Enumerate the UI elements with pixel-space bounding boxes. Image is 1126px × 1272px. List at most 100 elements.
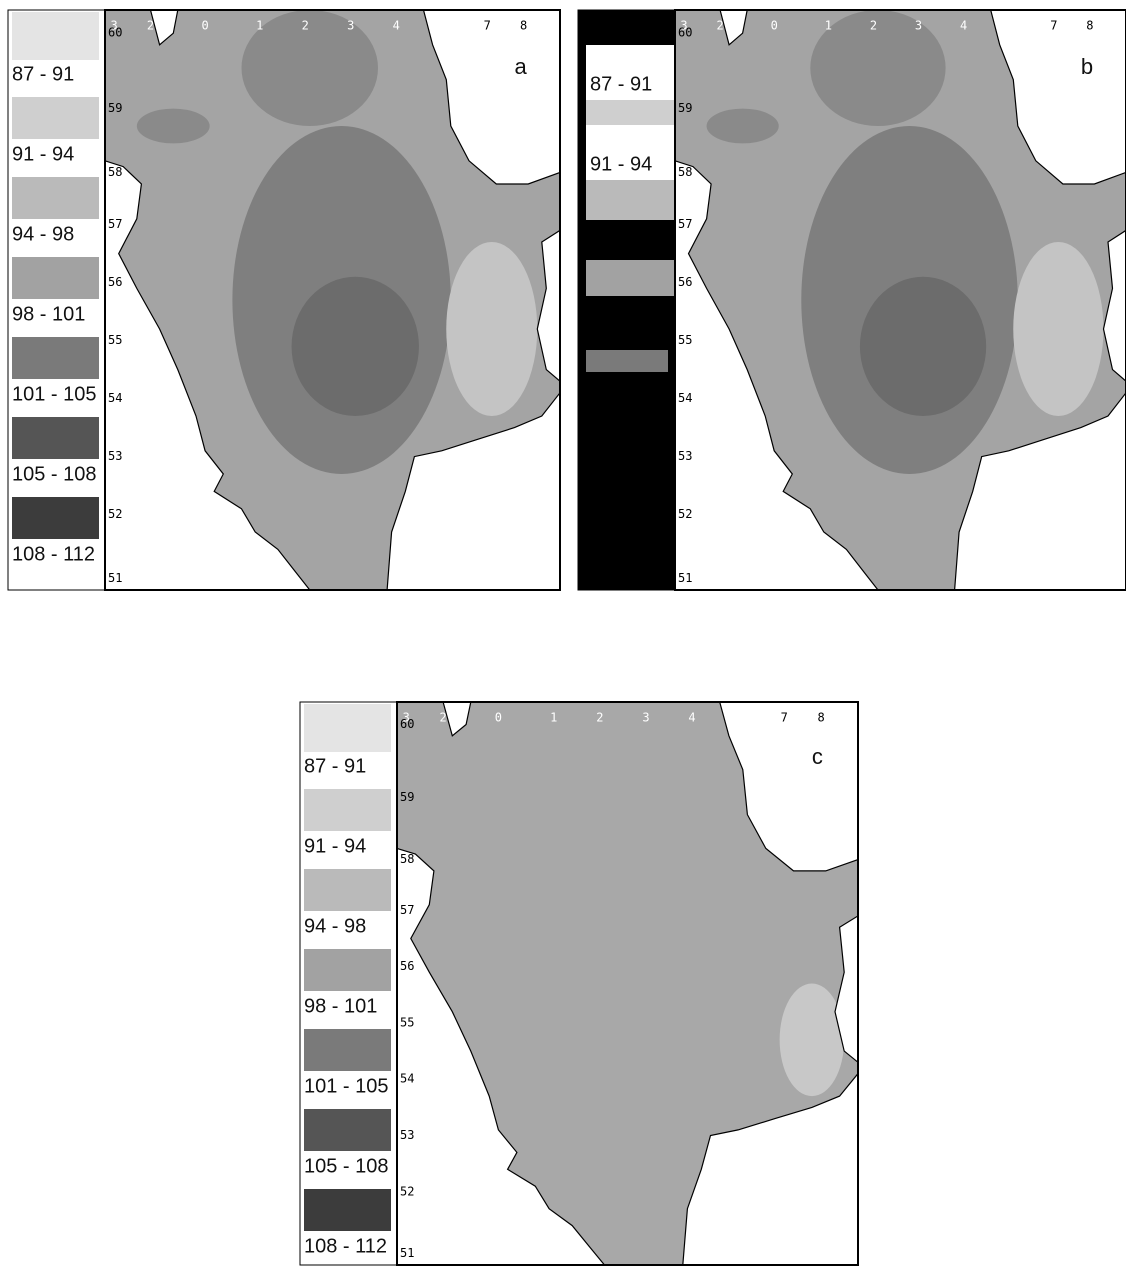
sea-shade [291, 276, 419, 416]
legend-label: 91 - 94 [304, 835, 366, 857]
sea-shade [779, 983, 845, 1097]
latitude-label: 51 [678, 571, 692, 585]
longitude-label: 2 [716, 19, 723, 33]
legend-label: 91 - 94 [590, 153, 652, 175]
longitude-label: 2 [870, 19, 877, 33]
longitude-label: 2 [439, 711, 446, 725]
longitude-label: 0 [771, 19, 778, 33]
longitude-label: 4 [688, 711, 695, 725]
legend-swatch [12, 417, 99, 459]
legend-swatch [12, 497, 99, 539]
latitude-label: 57 [678, 217, 692, 231]
legend-swatch [304, 789, 391, 831]
map-frame [396, 701, 859, 1266]
sea-shade [810, 10, 946, 126]
latitude-label: 56 [678, 275, 692, 289]
legend-label: 98 - 101 [304, 995, 377, 1017]
longitude-label: 3 [347, 19, 354, 33]
latitude-label: 55 [678, 333, 692, 347]
latitude-label: 58 [678, 165, 692, 179]
legend-swatch [304, 704, 391, 752]
latitude-label: 60 [400, 717, 414, 731]
latitude-label: 54 [108, 391, 122, 405]
latitude-label: 58 [108, 165, 122, 179]
legend-label: 87 - 91 [590, 73, 652, 95]
longitude-label: 1 [550, 711, 557, 725]
legend-label: 101 - 105 [304, 1075, 389, 1097]
longitude-label: 7 [484, 19, 491, 33]
longitude-label: 2 [596, 711, 603, 725]
legend-swatch [304, 1189, 391, 1231]
legend-label: 108 - 112 [12, 543, 95, 565]
legend-label: 101 - 105 [12, 383, 97, 405]
legend-swatch [12, 337, 99, 379]
longitude-label: 1 [256, 19, 263, 33]
legend-swatch [12, 177, 99, 219]
latitude-label: 56 [108, 275, 122, 289]
latitude-label: 51 [108, 571, 122, 585]
legend-label: 105 - 108 [12, 463, 97, 485]
longitude-label: 7 [781, 711, 788, 725]
longitude-label: 2 [147, 19, 154, 33]
legend-label: 98 - 101 [12, 303, 85, 325]
legend-swatch [304, 949, 391, 991]
longitude-label: 8 [1086, 19, 1093, 33]
latitude-label: 59 [108, 101, 122, 115]
latitude-label: 55 [108, 333, 122, 347]
longitude-label: 4 [393, 19, 400, 33]
longitude-label: 4 [960, 19, 967, 33]
longitude-label: 2 [302, 19, 309, 33]
latitude-label: 54 [400, 1072, 414, 1086]
legend-swatch [586, 260, 675, 296]
longitude-label: 3 [915, 19, 922, 33]
land [396, 847, 606, 1266]
latitude-label: 53 [108, 449, 122, 463]
latitude-label: 55 [400, 1015, 414, 1029]
map-panel: 87 - 91 91 - 94 3 2 0 1 2 3 4 7 8 60 59 58 57 56 55 54 53 5… [577, 9, 1126, 591]
latitude-label: 51 [400, 1246, 414, 1260]
panel-label: a [515, 54, 528, 79]
legend-swatch [12, 97, 99, 139]
longitude-label: 3 [680, 19, 687, 33]
longitude-label: 0 [495, 711, 502, 725]
sea-shade [706, 108, 779, 144]
land [989, 9, 1126, 185]
latitude-label: 60 [108, 26, 122, 40]
legend-swatch [12, 12, 99, 60]
legend-label: 94 - 98 [12, 223, 74, 245]
latitude-label: 57 [108, 217, 122, 231]
sea-shade [241, 10, 378, 126]
latitude-label: 59 [400, 790, 414, 804]
land [1102, 229, 1126, 382]
latitude-label: 53 [400, 1128, 414, 1142]
sea-shade [1013, 242, 1104, 416]
legend-swatch [12, 257, 99, 299]
legend-swatch [586, 350, 668, 372]
legend-label: 108 - 112 [304, 1235, 387, 1257]
latitude-label: 52 [678, 507, 692, 521]
latitude-label: 57 [400, 903, 414, 917]
longitude-label: 0 [201, 19, 208, 33]
legend-label: 94 - 98 [304, 915, 366, 937]
panel-label: c [812, 744, 823, 769]
longitude-label: 3 [403, 711, 410, 725]
latitude-label: 60 [678, 26, 692, 40]
longitude-label: 3 [642, 711, 649, 725]
latitude-label: 53 [678, 449, 692, 463]
latitude-label: 58 [400, 852, 414, 866]
land [674, 159, 880, 591]
longitude-label: 8 [818, 711, 825, 725]
panel-label: b [1081, 54, 1093, 79]
land [953, 391, 1126, 591]
legend-label: 91 - 94 [12, 143, 74, 165]
map-frame [104, 9, 561, 591]
longitude-label: 3 [110, 19, 117, 33]
latitude-label: 52 [108, 507, 122, 521]
legend-swatch [304, 1029, 391, 1071]
legend-label: 105 - 108 [304, 1155, 389, 1177]
legend-swatch [304, 869, 391, 911]
sea-shade [859, 276, 987, 416]
